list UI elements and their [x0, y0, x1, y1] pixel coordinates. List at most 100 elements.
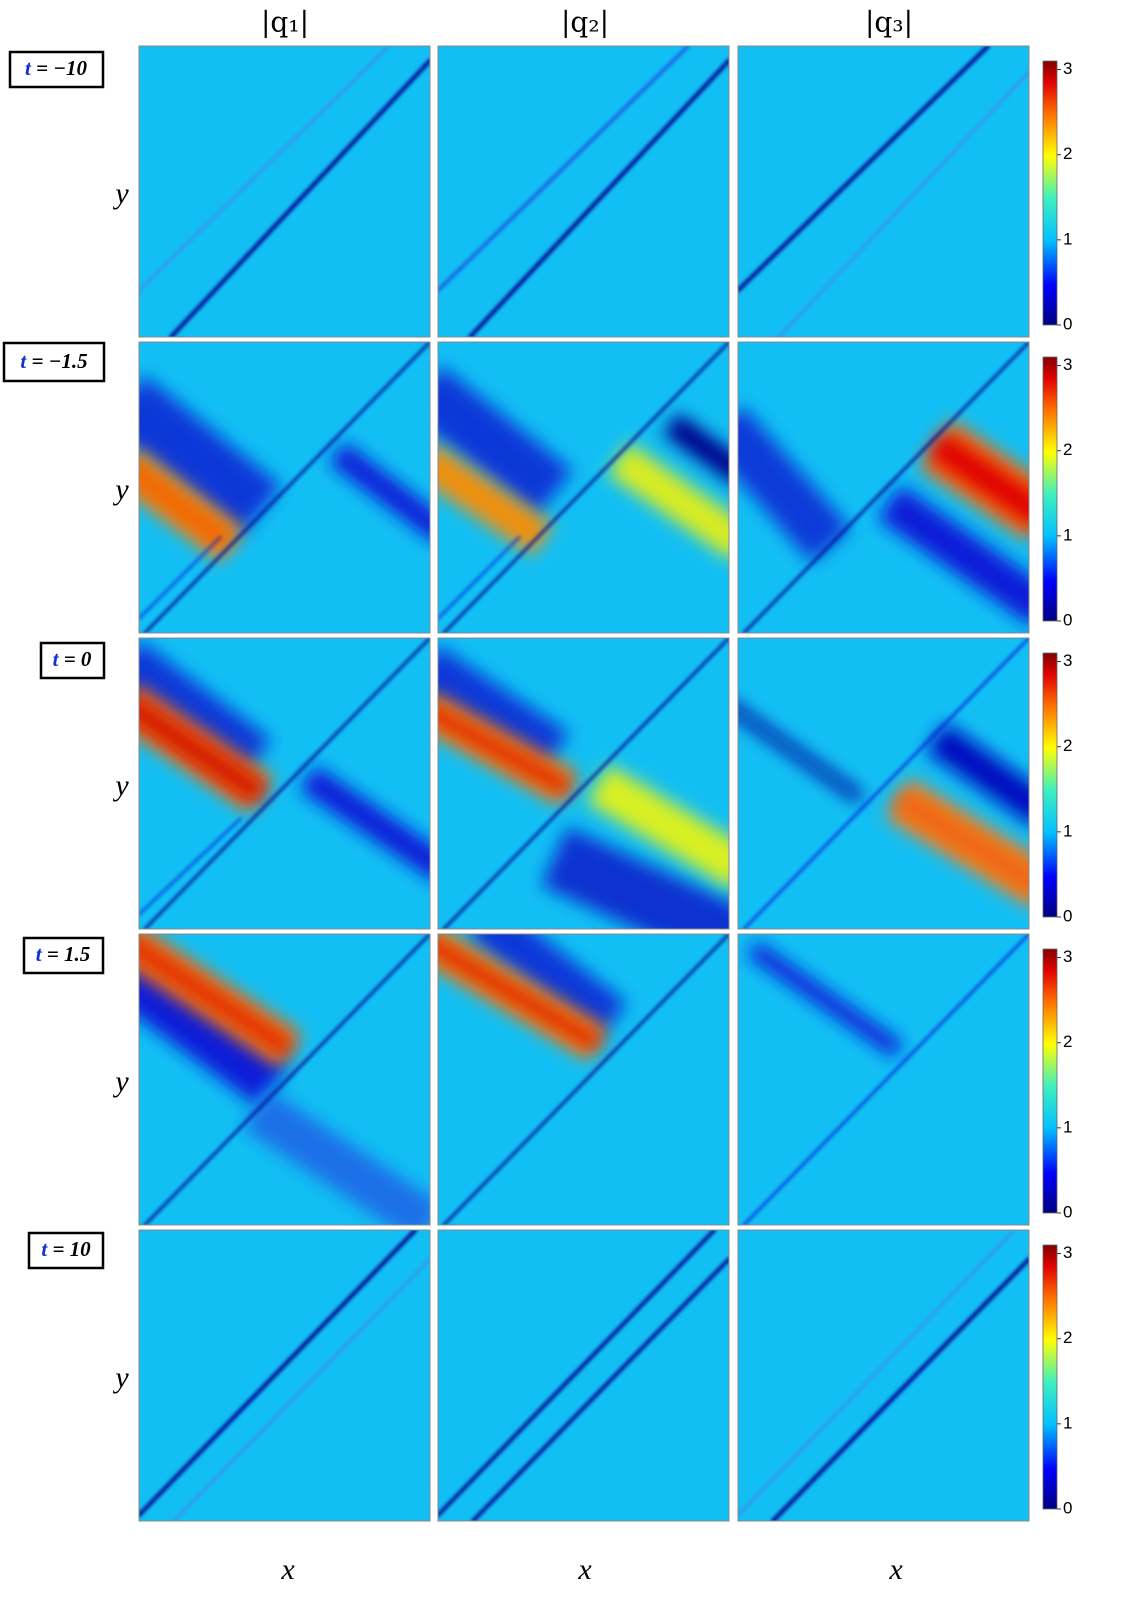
decoration: [738, 46, 991, 293]
decoration: [442, 638, 729, 929]
decoration: [540, 827, 729, 929]
row-label-var: t: [41, 1237, 48, 1261]
panel-frame: [138, 933, 431, 1226]
y-axis-label: y: [112, 177, 129, 210]
panel-frame: [138, 637, 431, 930]
decoration: [607, 442, 729, 559]
colorbar: [1042, 948, 1058, 1214]
panel-frame: [437, 45, 730, 338]
panel-frame: [737, 341, 1030, 634]
decoration: [139, 699, 267, 804]
colorbar-tick-label: 0: [1063, 1202, 1072, 1221]
decoration: [438, 46, 690, 292]
panel-frame: [437, 637, 730, 930]
decoration: [438, 940, 602, 1051]
x-axis-label: x: [280, 1553, 295, 1586]
decoration: [777, 70, 1029, 337]
decoration: [39, 641, 106, 680]
decoration: [22, 936, 105, 975]
colorbar-tick-label: 3: [1063, 1243, 1072, 1262]
density-panel: [738, 934, 1029, 1225]
decoration: [877, 485, 1029, 625]
decoration: [893, 790, 1029, 890]
decoration: [747, 941, 904, 1058]
decoration: [139, 375, 282, 536]
row-label: = −1.5: [31, 349, 87, 373]
colorbar-tick-label: 0: [1063, 906, 1072, 925]
density-panel: [438, 1230, 729, 1521]
panel-frame: [437, 933, 730, 1226]
decoration: [927, 431, 1029, 525]
row-label: = 1.5: [47, 942, 90, 966]
colorbar-tick-label: 1: [1063, 1413, 1072, 1432]
panel-frame: [437, 341, 730, 634]
decoration: [172, 1257, 430, 1521]
panel-frame: [737, 933, 1030, 1226]
colorbar: [1042, 652, 1058, 918]
decoration: [438, 1230, 729, 1521]
decoration: [438, 445, 554, 556]
decoration: [139, 466, 231, 549]
colorbar-tick-label: 2: [1063, 144, 1072, 163]
density-panel: [438, 934, 729, 1225]
decoration: [738, 46, 1029, 337]
row-label-var: t: [36, 942, 43, 966]
row-label-var: t: [20, 349, 27, 373]
x-axis-label: x: [577, 1553, 592, 1586]
colorbar-tick-label: 0: [1063, 1498, 1072, 1517]
decoration: [468, 58, 729, 337]
y-axis-label: y: [112, 1361, 129, 1394]
density-panel: [438, 342, 729, 633]
decoration: [738, 406, 851, 564]
decoration: t = −1.5: [20, 349, 87, 373]
decoration: [139, 46, 391, 292]
colorbar-tick-label: 2: [1063, 736, 1072, 755]
row-label: = 10: [52, 1237, 91, 1261]
colorbar: [1042, 356, 1058, 622]
decoration: [139, 1230, 430, 1521]
density-panel: [139, 46, 430, 337]
decoration: [471, 1257, 729, 1521]
density-panel: [139, 342, 430, 633]
decoration: [143, 934, 430, 1225]
row-label-var: t: [53, 647, 60, 671]
density-panel: [738, 46, 1029, 337]
density-panel: [139, 1230, 430, 1521]
decoration: [742, 638, 1029, 929]
density-panel: [738, 1230, 1029, 1521]
colorbar-tick-label: 2: [1063, 440, 1072, 459]
colorbar-tick-label: 3: [1063, 59, 1072, 78]
colorbar-tick-label: 1: [1063, 229, 1072, 248]
density-panel: [139, 934, 430, 1225]
decoration: [2, 341, 106, 383]
decoration: [438, 365, 573, 517]
decoration: [139, 817, 242, 916]
panel-frame: [138, 1229, 431, 1522]
decoration: [143, 638, 430, 929]
y-axis-label: y: [112, 473, 129, 506]
decoration: [742, 934, 1029, 1225]
row-label-var: t: [25, 56, 32, 80]
decoration: [438, 645, 569, 777]
decoration: [139, 536, 222, 620]
y-axis-label: y: [112, 769, 129, 802]
colorbar-tick-label: 3: [1063, 355, 1072, 374]
colorbar: [1042, 60, 1058, 326]
panel-frame: [437, 1229, 730, 1522]
decoration: [438, 1230, 717, 1517]
decoration: [242, 1089, 430, 1225]
decoration: [169, 58, 430, 337]
decoration: [738, 1230, 1029, 1521]
panel-frame: [138, 341, 431, 634]
decoration: [438, 46, 729, 337]
density-panel: [438, 46, 729, 337]
decoration: [742, 342, 1029, 633]
decoration: [771, 1257, 1029, 1521]
colorbar-tick-label: 1: [1063, 525, 1072, 544]
x-axis-label: x: [888, 1553, 903, 1586]
decoration: [738, 1230, 1016, 1517]
decoration: [299, 765, 430, 879]
colorbar-tick-label: 1: [1063, 821, 1072, 840]
decoration: 0 1 2 3 0 1 2 3 0 1 2 3 0 1 2 3 0 1 2 3: [1042, 59, 1072, 1517]
colorbar-tick-label: 3: [1063, 947, 1072, 966]
